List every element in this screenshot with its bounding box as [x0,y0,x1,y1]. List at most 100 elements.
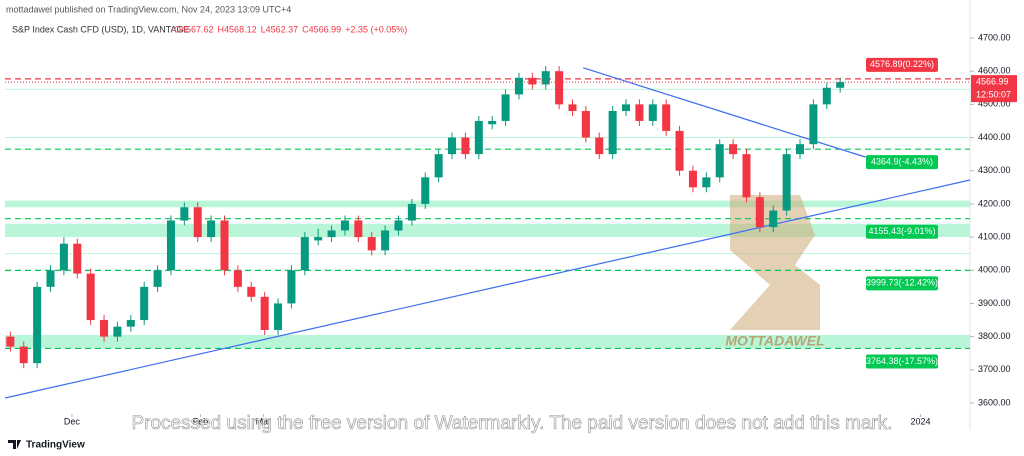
level-label-box [866,57,938,72]
watermark-notice: Processed using the free version of Wate… [131,413,892,434]
candle-body [702,177,711,188]
candle-body [608,110,617,155]
candle-body [6,336,15,347]
level-label-box [866,224,938,239]
candle-body [635,104,644,121]
watermark-logo: MOTTADAWEL [725,333,824,349]
ohlc-value: O4567.62 [174,24,214,34]
x-tick-label: Feb [193,416,209,426]
level-label: 4576.89(0.22%) [866,57,938,72]
y-tick-label: 3700.00 [978,364,1011,374]
candle-body [327,230,336,238]
candle-body [488,120,497,125]
candle-body [193,207,202,238]
y-tick-label: 3600.00 [978,397,1011,407]
candle-body [59,243,68,271]
candle-body [568,104,577,111]
candle-body [300,237,309,271]
candle-body [555,71,564,105]
level-label-text: 4364.9(-4.43%) [871,157,933,167]
symbol: S&P Index Cash CFD (USD), 1D, VANTAGE [12,24,190,34]
y-tick-label: 3900.00 [978,298,1011,308]
zone [5,334,970,349]
candle-body [595,137,604,155]
candle-body [729,144,738,155]
last-price-label: 4566.99 [976,77,1009,87]
candle-body [675,130,684,171]
trend-line [4,179,971,399]
y-tick-label: 4200.00 [978,198,1011,208]
candle-body [796,144,805,155]
y-tick-label: 3800.00 [978,331,1011,341]
level-label: 4155.43(-9.01%) [866,224,938,239]
level-label: 4364.9(-4.43%) [866,155,938,170]
last-price-box [971,75,1017,103]
candle-body [140,286,149,321]
candle-body [73,243,82,274]
candle-body [180,207,189,221]
candle-body [755,197,764,228]
level-label: 3764.38(-17.57%) [866,354,938,369]
x-tick-label: Dec [64,416,81,426]
level-label-text: 4155.43(-9.01%) [868,226,935,236]
candle-body [474,120,483,155]
y-tick-label: 4100.00 [978,231,1011,241]
candle-body [715,144,724,178]
level-label-text: 3999.73(-12.42%) [866,278,938,288]
candle-body [33,286,42,364]
zone [5,200,970,208]
candle-body [461,137,470,155]
candle-body [742,154,751,198]
candle-body [648,104,657,121]
plot: 3600.00 3700.00 3800.00 3900.00 4000.00 4100.… [4,32,1017,434]
candle-body [340,220,349,231]
last-price-countdown: 12:50:07 [976,90,1011,100]
candle-body [274,303,283,330]
plot-back: MOTTADAWEL [5,0,974,430]
ohlc-value: L4562.37 [261,24,299,34]
candle-body [688,170,697,188]
footer-brand: TradingView [26,440,85,451]
candle-body [126,320,135,327]
candle-body [207,220,216,238]
y-tick-label: 4600.00 [978,66,1011,76]
candle-body [809,104,818,145]
candle-body [394,220,403,231]
ohlc-value: C4566.99 [302,24,341,34]
candle-body [448,137,457,155]
candle-body [354,220,363,238]
candle-body [113,326,122,337]
candle-body [541,71,550,85]
candle-body [434,154,443,178]
level-label: 3999.73(-12.42%) [866,276,938,291]
level-label-box [866,354,938,369]
candle-body [86,273,95,321]
candle-body [153,270,162,287]
candle-body [220,220,229,271]
candle-body [528,77,537,85]
candle-body [622,104,631,111]
candle-body [367,237,376,251]
candle-body [501,94,510,121]
candle-body [581,110,590,138]
candle-body [287,270,296,304]
y-tick-label: 4500.00 [978,99,1011,109]
zone [5,223,970,238]
level-label-box [866,276,938,291]
candle-body [233,270,242,287]
candle-body [514,77,523,95]
candle-body [19,346,28,364]
candle-body [381,230,390,251]
y-tick-label: 4400.00 [978,132,1011,142]
candle-body [260,296,269,330]
level-label-text: 3764.38(-17.57%) [866,356,938,366]
candle-body [421,177,430,204]
candle-body [166,220,175,271]
level-label-box [866,155,938,170]
candle-body [314,237,323,241]
candle-body [247,286,256,297]
y-tick-label: 4300.00 [978,165,1011,175]
candle-body [769,210,778,228]
y-tick-label: 4000.00 [978,265,1011,275]
